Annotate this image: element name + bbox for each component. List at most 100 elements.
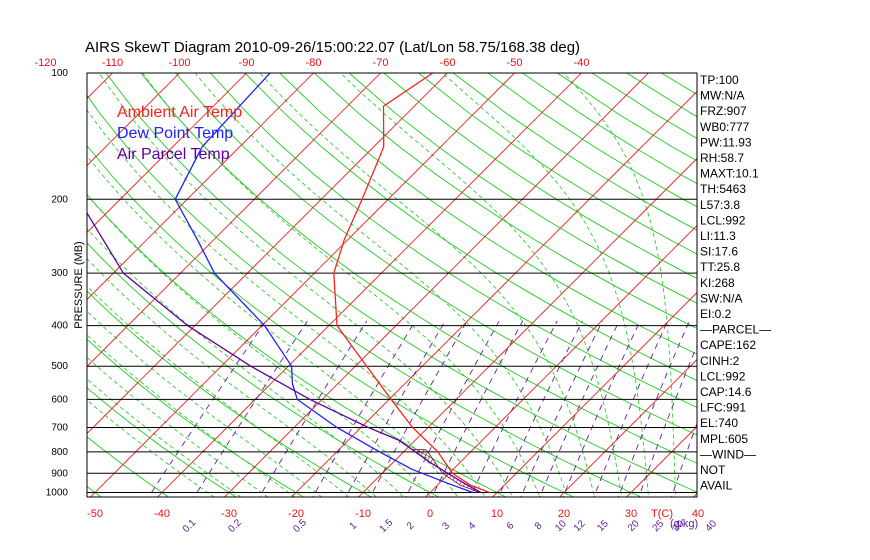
isotherm [87,73,181,167]
profile-lines [87,73,490,494]
dry-adiabat [661,73,697,96]
pressure-tick-label: 900 [51,468,68,479]
dry-adiabat [175,73,697,436]
dry-adiabat [87,436,170,497]
isotherm [290,90,697,497]
stat-entry: KI:268 [700,276,735,290]
top-temp-tick-label: -100 [168,57,190,69]
dry-adiabat [418,73,697,255]
legend-entry: Ambient Air Temp [117,104,242,121]
isotherm [223,73,650,497]
stat-entry: FRZ:907 [700,104,747,118]
dry-adiabat [279,73,697,355]
dry-adiabat [87,485,102,497]
stat-entry: NOT [700,463,726,477]
pressure-tick-labels: 100 200 300 400 500 600 700 800 900 1000 [46,68,69,499]
bottom-temp-tick-labels: -50 -40 -30 -20 -10 0 10 20 30 40 [87,508,704,520]
isotherm [87,73,248,234]
dry-adiabat [87,145,575,497]
bottom-temp-tick-label: -30 [221,508,237,520]
isotherm [0,64,55,502]
stat-entry: CINH:2 [700,354,740,368]
top-temp-tick-label: -80 [306,57,322,69]
plot-frame [86,72,698,498]
stat-entry: L57:3.8 [700,198,740,212]
top-temp-tick-label: -90 [239,57,255,69]
stat-entry: MW:N/A [700,89,744,103]
stat-entry: CAP:14.6 [700,385,752,399]
moist-adiabat [563,73,677,497]
moist-adiabat [87,258,377,497]
dry-adiabat [140,73,697,464]
mixing-ratio-line [147,320,267,497]
dry-adiabat [314,73,697,329]
dry-adiabat [383,73,697,279]
pressure-tick-label: 500 [51,361,68,372]
dry-adiabat [244,73,697,382]
stat-entry: CAPE:162 [700,338,756,352]
y-axis-label: PRESSURE (MB) [73,241,85,328]
moist-adiabat [340,73,622,497]
dry-adiabat [800,73,870,501]
dry-adiabat [87,387,237,497]
stat-entry: —WIND— [700,447,756,461]
mixing-ratio-tick-label: 3 [440,520,452,532]
mixing-ratio-line [405,320,500,497]
dry-adiabat [452,73,697,231]
mixing-ratio-line [562,320,641,497]
mixing-ratio-line [193,320,308,497]
mixing-ratio-line [258,320,368,497]
stat-entry: WB0:777 [700,120,750,134]
x-axis-label: T(C) [651,508,673,520]
stat-entry: EL:740 [700,416,738,430]
isotherm [357,157,697,497]
stat-entry: RH:58.7 [700,151,744,165]
bottom-temp-tick-label: -20 [288,508,304,520]
mixing-ratio-tick-label: 2 [405,520,417,532]
stat-entry: AVAIL [700,479,733,493]
mixing-ratio-tick-label: 4 [466,520,478,532]
mixing-ratio-tick-label: 25 [651,518,667,534]
top-temp-tick-label: -70 [373,57,389,69]
stat-entry: EI:0.2 [700,307,732,321]
stat-entry: LFC:991 [700,401,746,415]
stat-entry: TH:5463 [700,182,746,196]
mixing-ratio-line [345,320,446,497]
moist-adiabat [194,73,568,497]
moist-adiabat [98,73,514,497]
mixing-ratio-tick-label: 0.1 [181,517,199,535]
dry-adiabat [209,73,697,408]
mixing-ratio-tick-label: 1 [348,520,360,532]
top-temp-tick-labels: -120 -110 -100 -90 -80 -70 -60 -50 -40 [34,57,589,69]
pressure-tick-label: 200 [51,194,68,205]
moist-adiabat [259,73,595,497]
bottom-temp-tick-label: 30 [625,508,637,520]
stat-entry: —PARCEL— [700,323,771,337]
mixing-ratio-tick-label: 20 [626,518,642,534]
grid-lines [0,64,870,502]
bottom-temp-tick-label: 10 [491,508,503,520]
dry-adiabat [522,73,697,185]
dry-adiabat [87,193,507,497]
stat-entry: SI:17.6 [700,245,738,259]
mixing-ratio-line [469,320,558,497]
pressure-tick-label: 100 [51,68,68,79]
series-dew-point-temp [174,73,474,494]
bottom-temp-tick-label: -50 [87,508,103,520]
moist-adiabat [87,109,486,497]
stat-entry: TT:25.8 [700,260,740,274]
dry-adiabat [766,73,870,501]
chart-title: AIRS SkewT Diagram 2010-09-26/15:00:22.0… [85,39,580,56]
series-air-parcel-temp [87,211,482,494]
mixing-ratio-tick-label: 6 [505,520,517,532]
stat-entry: LCL:992 [700,213,746,227]
mixing-ratio-tick-label: 1.5 [378,517,396,535]
mixing-ratio-tick-label: 12 [572,518,588,534]
moist-adiabat [87,228,404,497]
stat-entry: PW:11.93 [700,135,752,149]
legend-entry: Dew Point Temp [117,125,233,142]
mixing-ratio-unit-label: (g/kg) [670,518,698,530]
dry-adiabat [487,73,697,208]
moist-adiabat [87,378,242,497]
stat-entry: MPL:605 [700,432,748,446]
